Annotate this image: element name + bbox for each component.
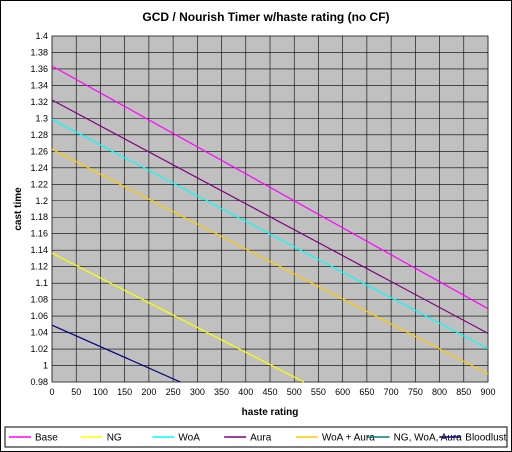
x-tick-label: 250 bbox=[166, 387, 181, 397]
y-tick-label: 1.34 bbox=[30, 80, 48, 90]
y-tick-label: 1.06 bbox=[30, 311, 48, 321]
y-tick-label: 1.18 bbox=[30, 212, 48, 222]
y-tick-label: 1.36 bbox=[30, 64, 48, 74]
legend-label: Aura bbox=[250, 433, 272, 444]
x-tick-label: 100 bbox=[93, 387, 108, 397]
y-tick-label: 1.04 bbox=[30, 328, 48, 338]
x-tick-labels: 0 50 100 150 200 250 300 350 400 450 500 550 600 650 7… bbox=[49, 387, 495, 397]
x-tick-label: 0 bbox=[49, 387, 54, 397]
series-line-3 bbox=[51, 99, 489, 334]
legend-label: NG, WoA, Aura bbox=[394, 433, 463, 444]
x-tick-label: 650 bbox=[359, 387, 374, 397]
y-tick-label: 1.38 bbox=[30, 47, 48, 57]
y-tick-label: 1.02 bbox=[30, 344, 48, 354]
x-tick-label: 750 bbox=[408, 387, 423, 397]
x-tick-label: 700 bbox=[384, 387, 399, 397]
x-tick-label: 800 bbox=[432, 387, 447, 397]
y-tick-label: 1.14 bbox=[30, 245, 48, 255]
y-tick-label: 1.1 bbox=[35, 278, 48, 288]
x-tick-label: 400 bbox=[238, 387, 253, 397]
grid-lines bbox=[51, 35, 489, 383]
y-tick-label: 1.16 bbox=[30, 229, 48, 239]
y-tick-label: 1.12 bbox=[30, 262, 48, 272]
y-tick-label: 1.26 bbox=[30, 146, 48, 156]
series-line-1 bbox=[51, 252, 305, 383]
x-tick-label: 900 bbox=[480, 387, 495, 397]
y-tick-label: 1.2 bbox=[35, 196, 48, 206]
x-tick-label: 500 bbox=[287, 387, 302, 397]
series-line-6 bbox=[51, 324, 181, 383]
y-tick-label: 1.22 bbox=[30, 179, 48, 189]
y-tick-label: 1.3 bbox=[35, 113, 48, 123]
y-tick-labels: 0.98 1 1.02 1.04 1.06 1.08 1.1 1.12 1.14 1.16 1.18… bbox=[30, 31, 48, 387]
x-tick-label: 550 bbox=[311, 387, 326, 397]
x-axis-label: haste rating bbox=[242, 407, 299, 418]
legend-label: WoA bbox=[178, 433, 200, 444]
chart-title: GCD / Nourish Timer w/haste rating (no C… bbox=[142, 10, 389, 24]
legend-items: Base NG WoA Aura WoA + Aura NG, WoA, Aura Bloo… bbox=[9, 433, 507, 444]
legend-label: Base bbox=[35, 433, 58, 444]
y-tick-label: 1.4 bbox=[35, 31, 48, 41]
y-tick-label: 0.98 bbox=[30, 377, 48, 387]
x-tick-label: 350 bbox=[214, 387, 229, 397]
series-line-4 bbox=[51, 148, 489, 375]
series-line-0 bbox=[51, 65, 489, 310]
x-tick-label: 450 bbox=[262, 387, 277, 397]
legend-label: NG bbox=[107, 433, 122, 444]
x-tick-label: 850 bbox=[456, 387, 471, 397]
x-tick-label: 200 bbox=[141, 387, 156, 397]
series-lines bbox=[51, 65, 489, 383]
y-axis-label: cast time bbox=[13, 187, 24, 231]
x-tick-label: 150 bbox=[117, 387, 132, 397]
series-line-2 bbox=[51, 118, 489, 350]
legend-label: Bloodlust bbox=[465, 433, 506, 444]
y-tick-label: 1 bbox=[43, 361, 48, 371]
x-tick-label: 300 bbox=[190, 387, 205, 397]
x-tick-label: 50 bbox=[71, 387, 81, 397]
y-tick-label: 1.28 bbox=[30, 130, 48, 140]
y-tick-label: 1.24 bbox=[30, 163, 48, 173]
y-tick-label: 1.08 bbox=[30, 295, 48, 305]
legend bbox=[4, 426, 508, 448]
x-tick-label: 600 bbox=[335, 387, 350, 397]
legend-label: WoA + Aura bbox=[322, 433, 375, 444]
y-tick-label: 1.32 bbox=[30, 97, 48, 107]
